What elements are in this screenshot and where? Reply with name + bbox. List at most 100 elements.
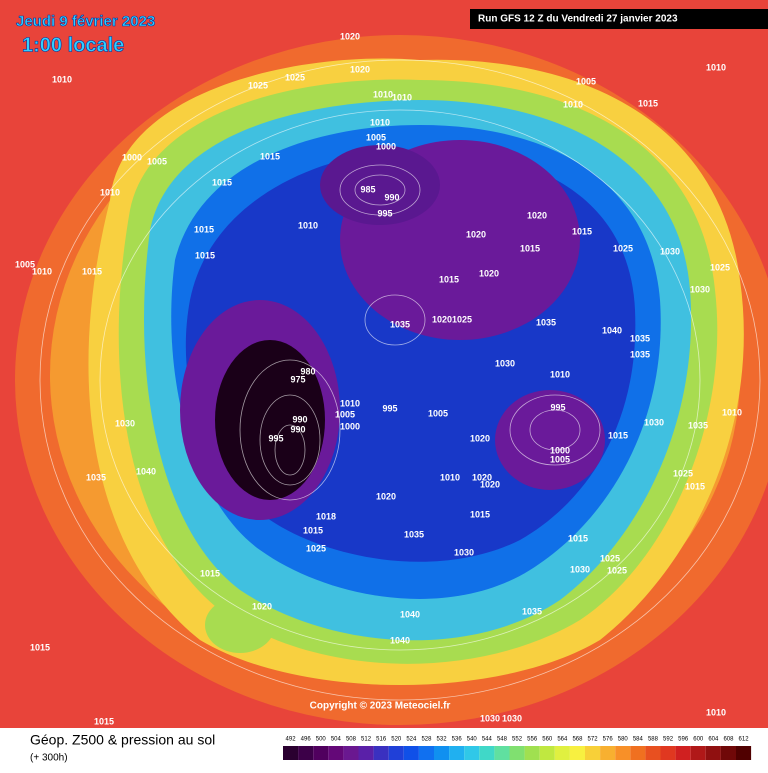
isobar-label: 1035 bbox=[630, 349, 650, 359]
scale-label: 572 bbox=[588, 737, 599, 743]
isobar-label: 1030 bbox=[644, 417, 664, 427]
isobar-label: 1030 bbox=[115, 418, 135, 428]
map-subtitle: 1:00 locale bbox=[22, 34, 124, 56]
scale-label: 596 bbox=[678, 737, 689, 743]
isobar-label: 1015 bbox=[94, 716, 114, 726]
isobar-label: 1020 bbox=[466, 229, 486, 239]
scale-label: 564 bbox=[557, 737, 568, 743]
scale-label: 576 bbox=[603, 737, 614, 743]
footer-title: Géop. Z500 & pression au sol bbox=[30, 732, 215, 748]
scale-swatch bbox=[720, 746, 736, 760]
isobar-label: 1025 bbox=[306, 543, 326, 553]
isobar-label: 1005 bbox=[366, 132, 386, 142]
scale-label: 612 bbox=[739, 737, 750, 743]
scale-swatch bbox=[585, 746, 601, 760]
scale-label: 552 bbox=[512, 737, 523, 743]
isobar-label: 980 bbox=[300, 366, 315, 376]
isobar-label: 1030 bbox=[570, 564, 590, 574]
isobar-label: 1010 bbox=[706, 707, 726, 717]
isobar-label: 1035 bbox=[404, 529, 424, 539]
scale-label: 524 bbox=[406, 737, 417, 743]
scale-swatch bbox=[705, 746, 721, 760]
field-band bbox=[215, 340, 325, 500]
isobar-label: 995 bbox=[382, 403, 397, 413]
scale-swatch bbox=[449, 746, 465, 760]
isobar-label: 1010 bbox=[52, 74, 72, 84]
scale-swatch bbox=[600, 746, 616, 760]
isobar-label: 1010 bbox=[100, 187, 120, 197]
isobar-label: 1015 bbox=[608, 430, 628, 440]
scale-swatch bbox=[403, 746, 419, 760]
scale-swatch bbox=[464, 746, 480, 760]
scale-swatch bbox=[328, 746, 344, 760]
isobar-label: 1025 bbox=[248, 80, 268, 90]
isobar-label: 1035 bbox=[630, 333, 650, 343]
isobars bbox=[39, 59, 761, 701]
isobar-label: 1035 bbox=[522, 606, 542, 616]
isobar-label: 1010 bbox=[392, 92, 412, 102]
isobar-label: 1015 bbox=[520, 243, 540, 253]
isobar-label: 1005 bbox=[335, 409, 355, 419]
scale-label: 560 bbox=[542, 737, 553, 743]
isobar-label: 1010 bbox=[298, 220, 318, 230]
isobar-label: 1010 bbox=[722, 407, 742, 417]
isobar-label: 1035 bbox=[86, 472, 106, 482]
scale-label: 604 bbox=[708, 737, 719, 743]
scale-swatch bbox=[434, 746, 450, 760]
isobar-labels: 1020 1020 1010 1025 1025 1005 1010 1010 1010 1010… bbox=[15, 31, 742, 726]
isobar-label: 990 bbox=[290, 424, 305, 434]
scale-swatch bbox=[479, 746, 495, 760]
isobar-label: 1015 bbox=[470, 509, 490, 519]
scale-label: 520 bbox=[391, 737, 402, 743]
isobar-label: 975 bbox=[290, 374, 305, 384]
isobar-label: 1015 bbox=[685, 481, 705, 491]
color-scale: 492 496 500 504 508 512 516 520 524 528 532 536 540 5… bbox=[283, 737, 752, 760]
isobar-label: 1015 bbox=[439, 274, 459, 284]
isobar-label: 1020 bbox=[480, 479, 500, 489]
scale-label: 584 bbox=[633, 737, 644, 743]
isobar-label: 995 bbox=[268, 433, 283, 443]
scale-swatch bbox=[298, 746, 314, 760]
scale-label: 532 bbox=[437, 737, 448, 743]
isobar-label: 1020 bbox=[479, 268, 499, 278]
map-title: Jeudi 9 février 2023 bbox=[16, 13, 155, 30]
scale-label: 544 bbox=[482, 737, 493, 743]
isobar-label: 1015 bbox=[260, 151, 280, 161]
isobar-label: 1020 bbox=[350, 64, 370, 74]
scale-label: 580 bbox=[618, 737, 629, 743]
isobar-label: 1015 bbox=[82, 266, 102, 276]
scale-label: 548 bbox=[497, 737, 508, 743]
isobar-label: 1010 bbox=[706, 62, 726, 72]
scale-label: 608 bbox=[723, 737, 734, 743]
isobar-label: 1025 bbox=[600, 553, 620, 563]
scale-label: 528 bbox=[421, 737, 432, 743]
isobar-label: 1020 bbox=[527, 210, 547, 220]
copyright: Copyright © 2023 Meteociel.fr bbox=[310, 701, 451, 712]
isobar-label: 1020 bbox=[432, 314, 452, 324]
scale-label: 540 bbox=[467, 737, 478, 743]
scale-label: 512 bbox=[361, 737, 372, 743]
isobar-label: 1025 bbox=[613, 243, 633, 253]
scale-swatch bbox=[736, 746, 752, 760]
scale-swatch bbox=[494, 746, 510, 760]
isobar-label: 1010 bbox=[370, 117, 390, 127]
isobar-label: 985 bbox=[360, 184, 375, 194]
isobar-label: 1040 bbox=[602, 325, 622, 335]
scale-swatch bbox=[283, 746, 299, 760]
scale-swatch bbox=[509, 746, 525, 760]
isobar-label: 990 bbox=[292, 414, 307, 424]
isobar-label: 1015 bbox=[303, 525, 323, 535]
isobar-label: 1025 bbox=[452, 314, 472, 324]
scale-label: 504 bbox=[331, 737, 342, 743]
isobar-label: 1010 bbox=[550, 369, 570, 379]
run-info: Run GFS 12 Z du Vendredi 27 janvier 2023 bbox=[478, 14, 678, 25]
scale-swatch bbox=[524, 746, 540, 760]
isobar-label: 1040 bbox=[400, 609, 420, 619]
isobar-label: 1030 bbox=[480, 713, 500, 723]
isobar-label: 1035 bbox=[536, 317, 556, 327]
scale-label: 588 bbox=[648, 737, 659, 743]
isobar-label: 1010 bbox=[440, 472, 460, 482]
scale-label: 536 bbox=[452, 737, 463, 743]
